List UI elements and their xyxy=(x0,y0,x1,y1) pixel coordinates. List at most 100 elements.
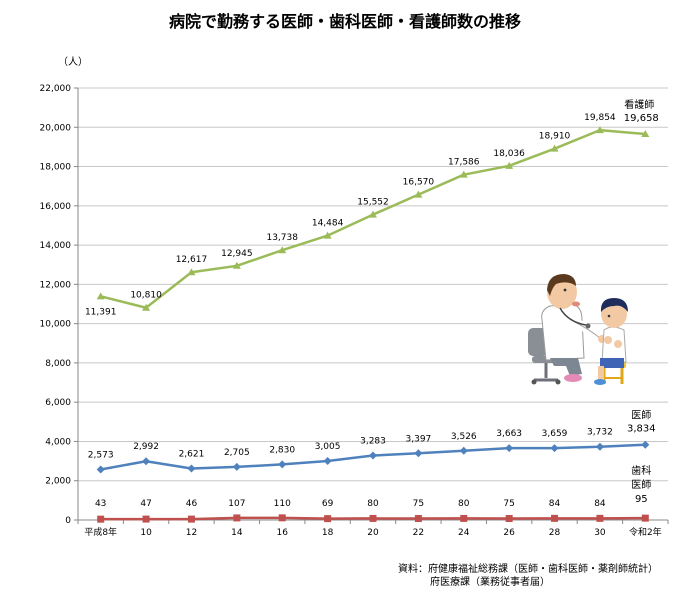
x-tick-label: 30 xyxy=(594,528,606,538)
data-point xyxy=(232,261,241,269)
y-tick-label: 18,000 xyxy=(40,163,72,173)
data-label: 16,570 xyxy=(403,178,435,188)
data-point xyxy=(596,514,604,522)
data-point xyxy=(595,126,604,134)
x-tick-label: 28 xyxy=(549,528,561,538)
data-point xyxy=(505,444,514,453)
data-label: 75 xyxy=(503,499,514,509)
data-label: 80 xyxy=(458,499,470,509)
data-label: 43 xyxy=(95,499,106,509)
data-label: 3,834 xyxy=(627,424,656,435)
series-label-dentist-line2: 医師 xyxy=(631,478,651,491)
data-point xyxy=(505,161,514,169)
series-label-doctor: 医師 xyxy=(631,409,651,422)
data-label: 2,830 xyxy=(269,445,295,455)
y-axis-unit: （人） xyxy=(58,57,88,68)
data-label: 2,573 xyxy=(88,450,114,460)
data-point xyxy=(641,514,649,522)
data-label: 2,992 xyxy=(133,442,159,452)
x-tick-label: 10 xyxy=(140,528,152,538)
data-point xyxy=(323,456,332,465)
x-tick-label: 16 xyxy=(277,528,289,538)
slipper xyxy=(564,374,582,382)
data-point xyxy=(187,464,196,473)
data-point xyxy=(414,190,423,198)
data-point xyxy=(551,514,559,522)
data-label: 3,283 xyxy=(360,437,386,447)
x-tick-label: 24 xyxy=(458,528,470,538)
data-point xyxy=(187,515,195,523)
y-tick-label: 20,000 xyxy=(40,123,72,133)
data-label: 84 xyxy=(594,499,606,509)
data-label: 3,663 xyxy=(496,429,522,439)
data-point xyxy=(323,231,332,239)
data-point xyxy=(641,129,650,137)
data-point xyxy=(414,515,422,523)
data-point xyxy=(369,451,377,460)
data-label: 2,705 xyxy=(224,448,250,458)
data-point xyxy=(460,514,468,522)
x-tick-label: 22 xyxy=(413,528,424,538)
data-point xyxy=(369,210,377,218)
data-label: 110 xyxy=(274,499,291,509)
data-label: 19,854 xyxy=(584,113,616,123)
y-tick-label: 8,000 xyxy=(45,359,71,369)
data-point xyxy=(142,303,151,311)
y-tick-label: 22,000 xyxy=(40,84,72,94)
data-labels: 11,391 10,810 12,617 12,945 13,738 14,484 15,5… xyxy=(85,113,616,509)
data-label: 12,945 xyxy=(221,249,253,259)
data-label: 3,732 xyxy=(587,428,613,438)
data-label: 17,586 xyxy=(448,158,480,168)
x-tick-label: 26 xyxy=(503,528,515,538)
data-label: 2,621 xyxy=(179,450,205,460)
data-point xyxy=(96,292,105,300)
data-point xyxy=(369,514,377,522)
data-point xyxy=(97,515,105,523)
y-tick-label: 6,000 xyxy=(45,398,71,408)
data-point xyxy=(324,515,332,523)
data-label: 69 xyxy=(322,499,334,509)
x-tick-label: 14 xyxy=(231,528,243,538)
data-label: 18,910 xyxy=(539,132,571,142)
source-note: 資料：府健康福祉総務課（医師・歯科医師・薬剤師統計） 府医療課（業務従事者届） xyxy=(398,563,658,589)
data-label: 95 xyxy=(635,494,648,505)
source-line-1: 資料：府健康福祉総務課（医師・歯科医師・薬剤師統計） xyxy=(398,564,658,575)
y-tick-label: 0 xyxy=(65,516,71,526)
data-point xyxy=(187,268,196,276)
series-label-dentist-line1: 歯科 xyxy=(631,464,651,477)
data-point xyxy=(142,457,151,466)
x-tick-label: 令和2年 xyxy=(629,526,662,538)
data-label: 3,526 xyxy=(451,432,477,442)
data-label: 80 xyxy=(367,499,379,509)
data-point xyxy=(459,446,468,455)
y-tick-label: 16,000 xyxy=(40,202,72,212)
data-label: 107 xyxy=(228,499,245,509)
data-label: 18,036 xyxy=(493,149,525,159)
y-tick-label: 2,000 xyxy=(45,477,71,487)
y-tick-labels: 0 2,000 4,000 6,000 8,000 10,000 12,000 14,000 1… xyxy=(40,84,72,526)
series-label-nurse: 看護師 xyxy=(624,98,654,111)
data-label: 75 xyxy=(413,499,424,509)
chart-title: 病院で勤務する医師・歯科医師・看護師数の推移 xyxy=(168,12,521,31)
y-tick-label: 10,000 xyxy=(40,320,72,330)
data-point xyxy=(96,465,105,474)
y-tick-label: 12,000 xyxy=(40,280,72,290)
y-tick-label: 4,000 xyxy=(45,437,71,447)
data-point xyxy=(641,440,650,449)
series-group xyxy=(96,126,650,523)
data-label: 12,617 xyxy=(176,255,208,265)
x-tick-label: 平成8年 xyxy=(84,526,117,538)
x-tick-labels: 平成8年 10 12 14 16 18 20 22 24 26 28 30 令和2年 xyxy=(84,526,661,538)
x-tick-label: 12 xyxy=(186,528,197,538)
x-tick-label: 20 xyxy=(367,528,379,538)
data-label: 47 xyxy=(140,499,151,509)
grid-lines xyxy=(78,87,668,482)
data-label: 19,658 xyxy=(624,113,659,124)
source-line-2: 府医療課（業務従事者届） xyxy=(430,577,550,588)
data-label: 3,659 xyxy=(542,429,568,439)
data-point xyxy=(278,246,287,254)
data-point xyxy=(278,514,286,522)
data-point xyxy=(550,144,559,152)
